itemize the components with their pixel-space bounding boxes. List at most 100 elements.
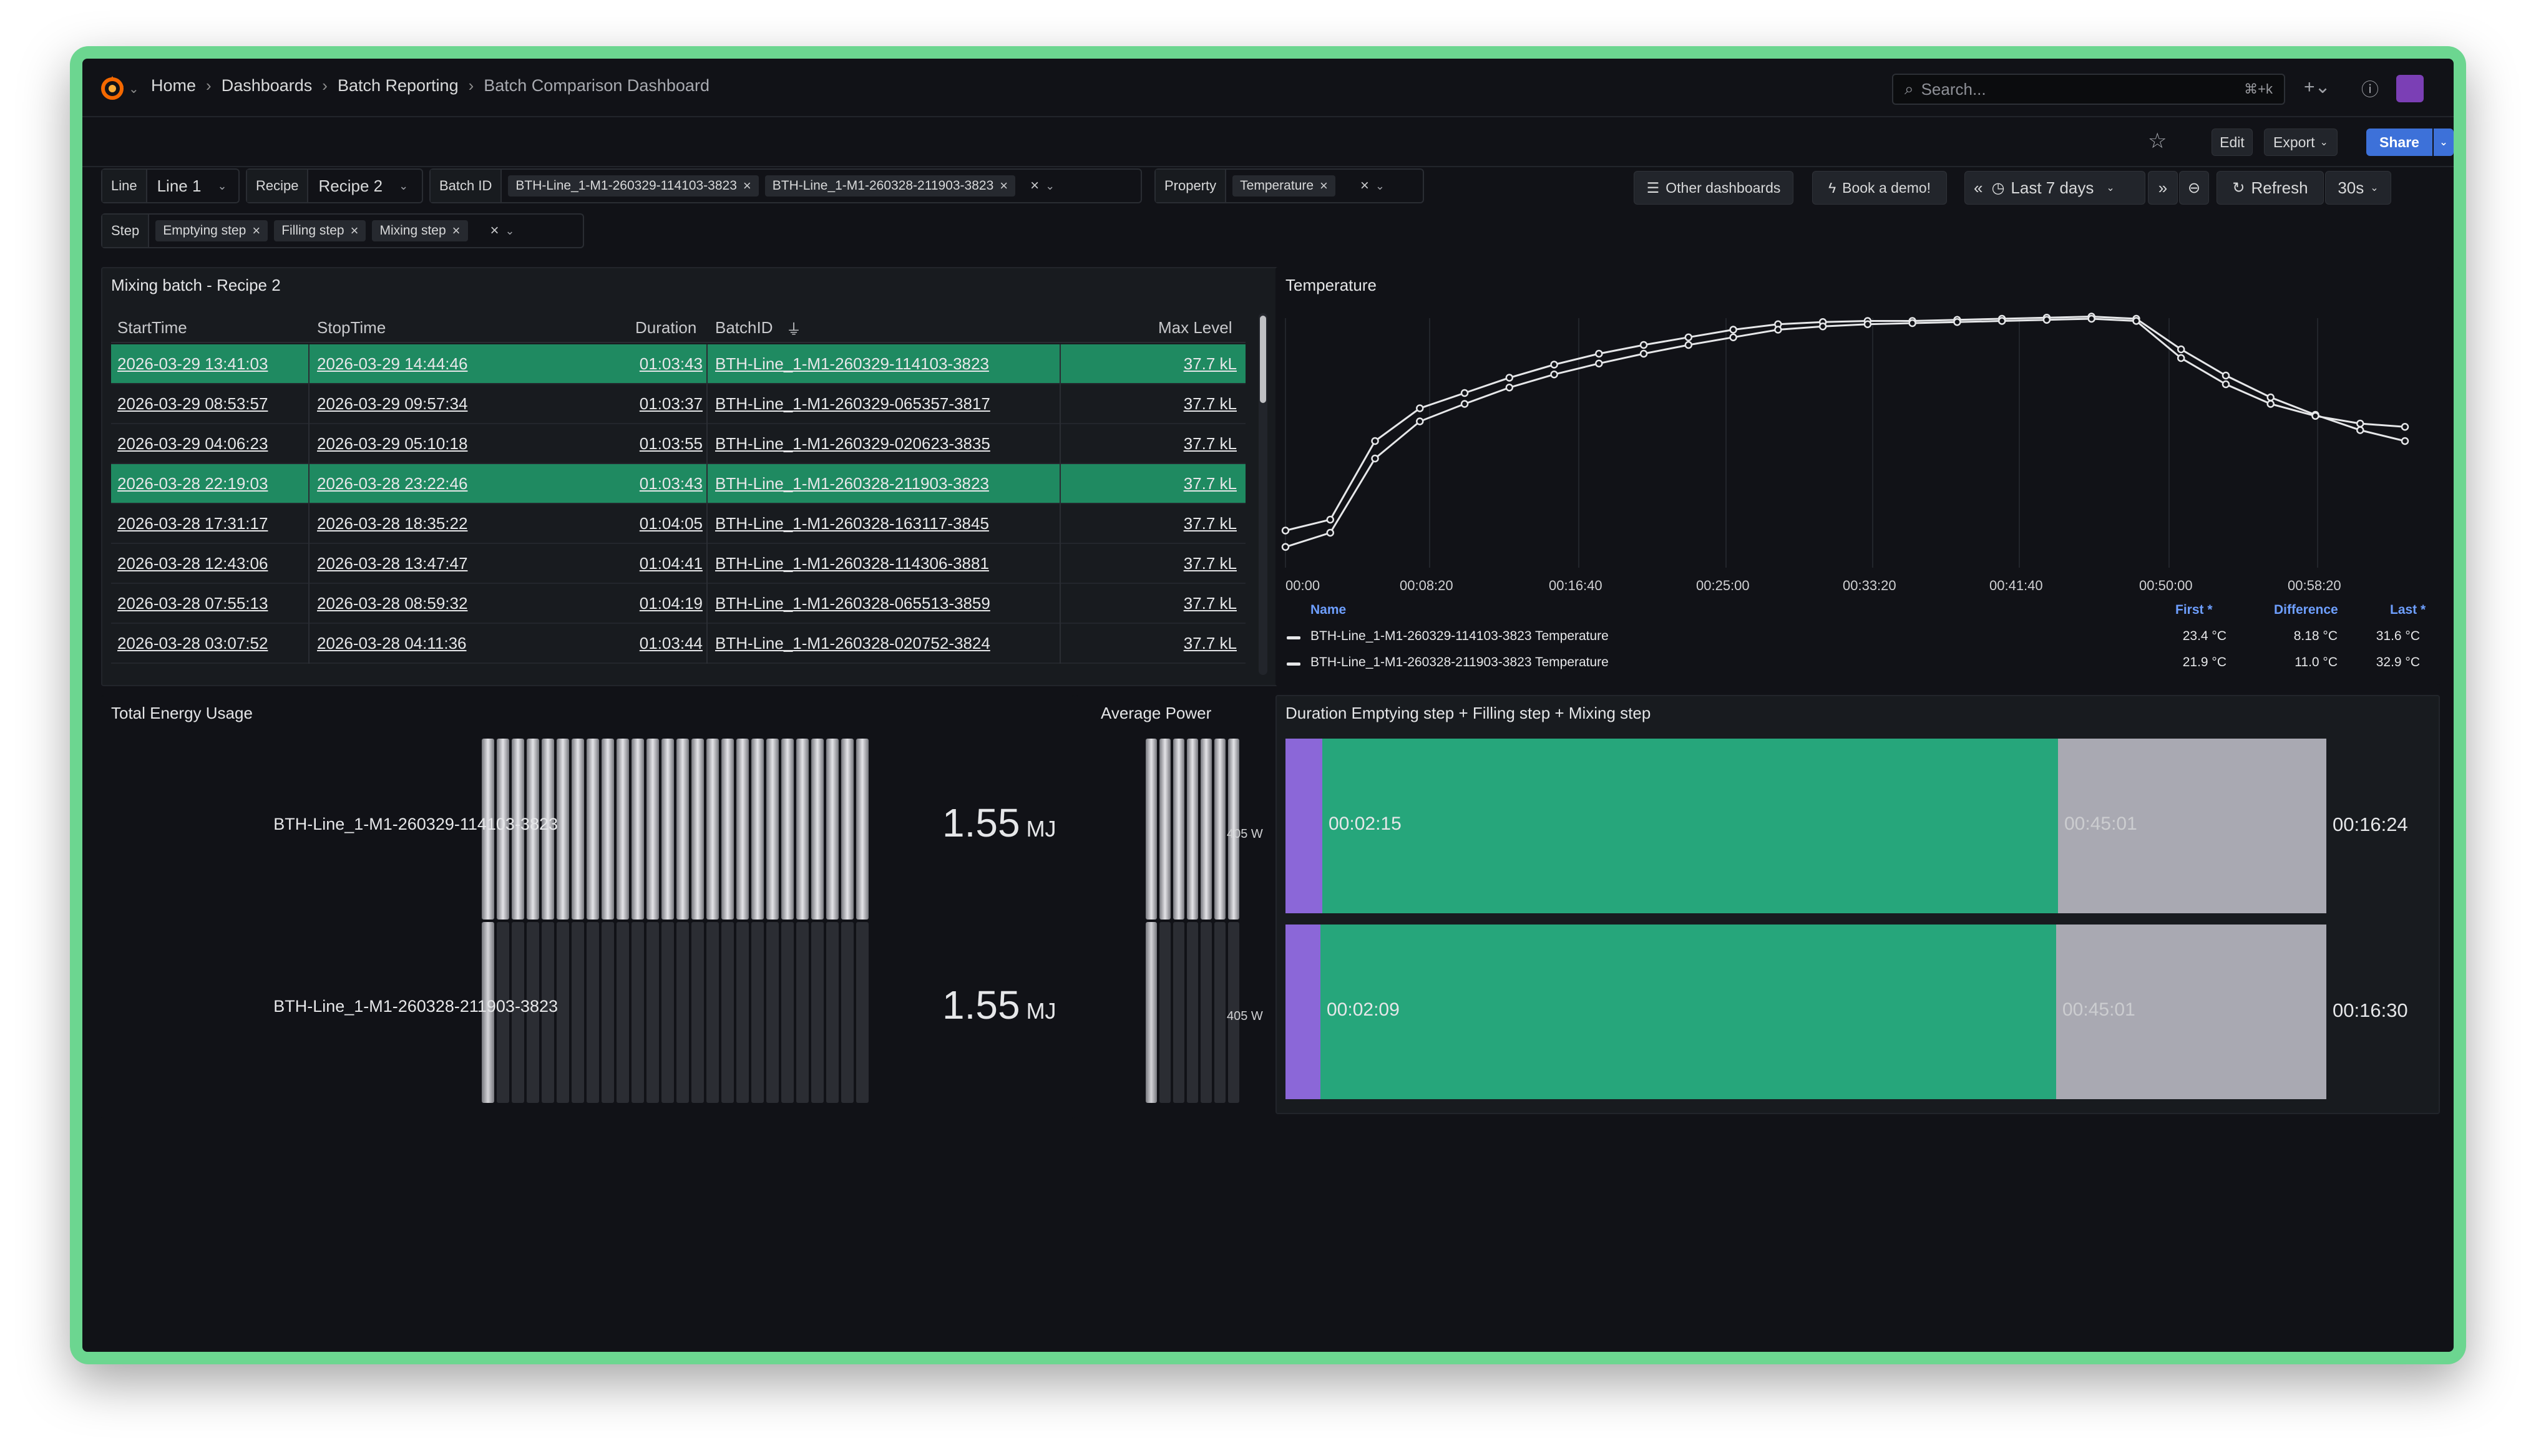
data-point[interactable] <box>1953 318 1961 326</box>
variable-recipe[interactable]: Recipe Recipe 2 ⌄ <box>246 168 423 203</box>
segment-filling[interactable] <box>1320 925 2056 1099</box>
column-starttime[interactable]: StartTime <box>117 318 187 337</box>
cell-batchid[interactable]: BTH-Line_1-M1-260328-114306-3881 <box>715 554 989 573</box>
data-point[interactable] <box>1460 400 1469 408</box>
column-batchid[interactable]: BatchID <box>715 318 773 337</box>
data-point[interactable] <box>1639 341 1648 349</box>
cell-duration[interactable]: 01:03:43 <box>639 474 703 493</box>
cell-batchid[interactable]: BTH-Line_1-M1-260328-020752-3824 <box>715 634 990 653</box>
cell-max-level[interactable]: 37.7 kL <box>1183 394 1237 413</box>
share-menu-button[interactable]: ⌄ <box>2434 129 2454 156</box>
column-duration[interactable]: Duration <box>635 318 697 337</box>
cell-stoptime[interactable]: 2026-03-28 13:47:47 <box>317 554 468 573</box>
legend-header-difference[interactable]: Difference <box>2274 603 2338 617</box>
data-point[interactable] <box>1684 333 1693 341</box>
data-point[interactable] <box>1460 389 1469 397</box>
time-range-picker[interactable]: « ◷ Last 7 days ⌄ <box>1964 171 2145 205</box>
cell-duration[interactable]: 01:03:55 <box>639 434 703 453</box>
data-point[interactable] <box>1595 349 1603 358</box>
data-point[interactable] <box>1684 341 1693 349</box>
shift-forward-button[interactable]: » <box>2148 171 2178 205</box>
data-point[interactable] <box>2356 419 2364 428</box>
cell-duration[interactable]: 01:03:43 <box>639 354 703 373</box>
cell-batchid[interactable]: BTH-Line_1-M1-260329-065357-3817 <box>715 394 990 413</box>
cell-starttime[interactable]: 2026-03-28 17:31:17 <box>117 514 268 533</box>
filter-icon[interactable]: ⏚ <box>786 321 801 338</box>
table-row[interactable]: 2026-03-29 08:53:57 2026-03-29 09:57:34 01… <box>111 384 1246 424</box>
data-point[interactable] <box>1550 371 1558 379</box>
variable-line[interactable]: Line Line 1 ⌄ <box>101 168 240 203</box>
breadcrumb-dashboards[interactable]: Dashboards <box>221 76 313 95</box>
cell-duration[interactable]: 01:04:41 <box>639 554 703 573</box>
cell-stoptime[interactable]: 2026-03-28 04:11:36 <box>317 634 467 653</box>
data-point[interactable] <box>2311 412 2319 420</box>
cell-starttime[interactable]: 2026-03-28 03:07:52 <box>117 634 268 653</box>
data-point[interactable] <box>1416 417 1424 425</box>
grafana-logo-icon[interactable] <box>99 75 126 102</box>
cell-max-level[interactable]: 37.7 kL <box>1183 634 1237 653</box>
data-point[interactable] <box>1505 374 1514 382</box>
table-row[interactable]: 2026-03-28 12:43:06 2026-03-28 13:47:47 01… <box>111 544 1246 584</box>
refresh-button[interactable]: ↻ Refresh <box>2217 171 2324 205</box>
other-dashboards-button[interactable]: ☰ Other dashboards <box>1634 171 1793 205</box>
legend-header-last[interactable]: Last * <box>2390 603 2426 617</box>
data-point[interactable] <box>1416 404 1424 412</box>
cell-starttime[interactable]: 2026-03-29 04:06:23 <box>117 434 268 453</box>
data-point[interactable] <box>1729 326 1737 334</box>
star-icon[interactable]: ☆ <box>2148 129 2167 153</box>
data-point[interactable] <box>1908 319 1916 328</box>
cell-batchid[interactable]: BTH-Line_1-M1-260328-211903-3823 <box>715 474 989 493</box>
clear-icon[interactable]: × <box>490 222 499 239</box>
data-point[interactable] <box>1371 437 1379 445</box>
cell-stoptime[interactable]: 2026-03-28 18:35:22 <box>317 514 468 533</box>
cell-starttime[interactable]: 2026-03-28 12:43:06 <box>117 554 268 573</box>
data-point[interactable] <box>1997 317 2006 325</box>
remove-icon[interactable]: × <box>350 223 359 238</box>
data-point[interactable] <box>2221 380 2230 389</box>
legend-name[interactable]: BTH-Line_1-M1-260328-211903-3823 Tempera… <box>1310 655 1609 669</box>
search-input[interactable]: ⌕ Search... ⌘+k <box>1892 74 2285 105</box>
data-point[interactable] <box>1729 333 1737 341</box>
temperature-chart[interactable] <box>1277 306 2441 593</box>
legend-header-name[interactable]: Name <box>1310 603 1347 617</box>
data-point[interactable] <box>2132 317 2140 325</box>
cell-duration[interactable]: 01:04:05 <box>639 514 703 533</box>
data-point[interactable] <box>2177 354 2185 362</box>
zoom-out-button[interactable]: ⊖ <box>2179 171 2209 205</box>
data-point[interactable] <box>1371 454 1379 463</box>
remove-icon[interactable]: × <box>452 223 461 238</box>
legend-name[interactable]: BTH-Line_1-M1-260329-114103-3823 Tempera… <box>1310 629 1609 643</box>
cell-batchid[interactable]: BTH-Line_1-M1-260328-163117-3845 <box>715 514 989 533</box>
data-point[interactable] <box>2042 316 2051 324</box>
avatar[interactable] <box>2396 75 2424 102</box>
share-button[interactable]: Share <box>2366 129 2432 156</box>
legend-header-first[interactable]: First * <box>2175 603 2213 617</box>
cell-max-level[interactable]: 37.7 kL <box>1183 434 1237 453</box>
series-line-2[interactable] <box>1285 318 2406 548</box>
data-point[interactable] <box>2177 345 2185 354</box>
remove-icon[interactable]: × <box>252 223 261 238</box>
column-max-level[interactable]: Max Level <box>1158 318 1232 337</box>
table-row[interactable]: 2026-03-28 03:07:52 2026-03-28 04:11:36 01… <box>111 624 1246 664</box>
cell-duration[interactable]: 01:03:37 <box>639 394 703 413</box>
breadcrumb-home[interactable]: Home <box>151 76 197 95</box>
data-point[interactable] <box>1281 527 1290 535</box>
batch-chip[interactable]: BTH-Line_1-M1-260328-211903-3823 × <box>764 175 1016 197</box>
variable-step[interactable]: Step Emptying step × Filling step × Mixing… <box>101 213 584 248</box>
data-point[interactable] <box>1818 323 1827 331</box>
data-point[interactable] <box>1595 359 1603 367</box>
cell-batchid[interactable]: BTH-Line_1-M1-260329-114103-3823 <box>715 354 989 373</box>
edit-button[interactable]: Edit <box>2212 129 2253 156</box>
breadcrumb-batch-reporting[interactable]: Batch Reporting <box>337 76 459 95</box>
logo-chevron-icon[interactable]: ⌄ <box>129 82 139 96</box>
cell-max-level[interactable]: 37.7 kL <box>1183 514 1237 533</box>
cell-stoptime[interactable]: 2026-03-29 14:44:46 <box>317 354 468 373</box>
series-line-1[interactable] <box>1285 315 2406 531</box>
table-row[interactable]: 2026-03-29 04:06:23 2026-03-29 05:10:18 01… <box>111 424 1246 464</box>
data-point[interactable] <box>2266 400 2275 408</box>
cell-batchid[interactable]: BTH-Line_1-M1-260328-065513-3859 <box>715 594 990 613</box>
table-row[interactable]: 2026-03-29 13:41:03 2026-03-29 14:44:46 01… <box>111 344 1246 384</box>
data-point[interactable] <box>1863 320 1872 328</box>
add-icon[interactable]: +⌄ <box>2304 77 2331 97</box>
scrollbar-thumb[interactable] <box>1260 316 1266 403</box>
